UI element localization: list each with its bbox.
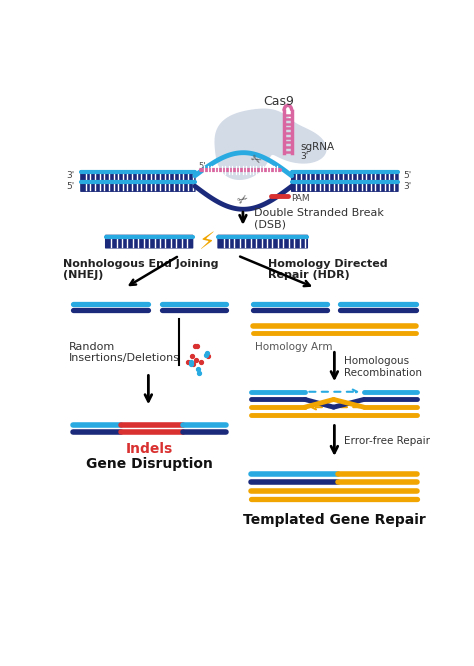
Text: Error-free Repair: Error-free Repair xyxy=(345,436,430,446)
FancyBboxPatch shape xyxy=(291,180,399,192)
Text: Double Stranded Break
(DSB): Double Stranded Break (DSB) xyxy=(254,208,383,229)
Text: 5': 5' xyxy=(403,171,411,180)
Text: Homology Arm: Homology Arm xyxy=(255,342,332,352)
FancyBboxPatch shape xyxy=(80,180,196,192)
Text: 5': 5' xyxy=(66,182,75,190)
Text: 5': 5' xyxy=(199,162,206,170)
Text: ✂: ✂ xyxy=(247,152,263,168)
Text: Cas9: Cas9 xyxy=(263,95,294,108)
Text: Templated Gene Repair: Templated Gene Repair xyxy=(243,513,426,527)
FancyBboxPatch shape xyxy=(218,234,308,248)
Text: Homology Directed
Repair (HDR): Homology Directed Repair (HDR) xyxy=(268,258,388,280)
FancyBboxPatch shape xyxy=(291,170,399,182)
Text: Gene Disruption: Gene Disruption xyxy=(86,458,212,472)
Text: Random
Insertions/Deletions: Random Insertions/Deletions xyxy=(69,342,180,364)
FancyBboxPatch shape xyxy=(80,170,196,182)
FancyBboxPatch shape xyxy=(105,234,193,248)
Text: 3': 3' xyxy=(66,171,75,180)
Text: 3': 3' xyxy=(403,182,411,190)
Text: PAM: PAM xyxy=(291,194,310,203)
Text: Homologous
Recombination: Homologous Recombination xyxy=(345,356,422,378)
Text: 3': 3' xyxy=(300,152,309,161)
Text: Indels: Indels xyxy=(126,442,173,456)
Text: Nonhologous End Joining
(NHEJ): Nonhologous End Joining (NHEJ) xyxy=(63,258,219,280)
Text: ✂: ✂ xyxy=(236,192,251,208)
Text: sgRNA: sgRNA xyxy=(300,142,334,152)
Polygon shape xyxy=(214,109,327,180)
Text: ⚡: ⚡ xyxy=(198,230,215,254)
